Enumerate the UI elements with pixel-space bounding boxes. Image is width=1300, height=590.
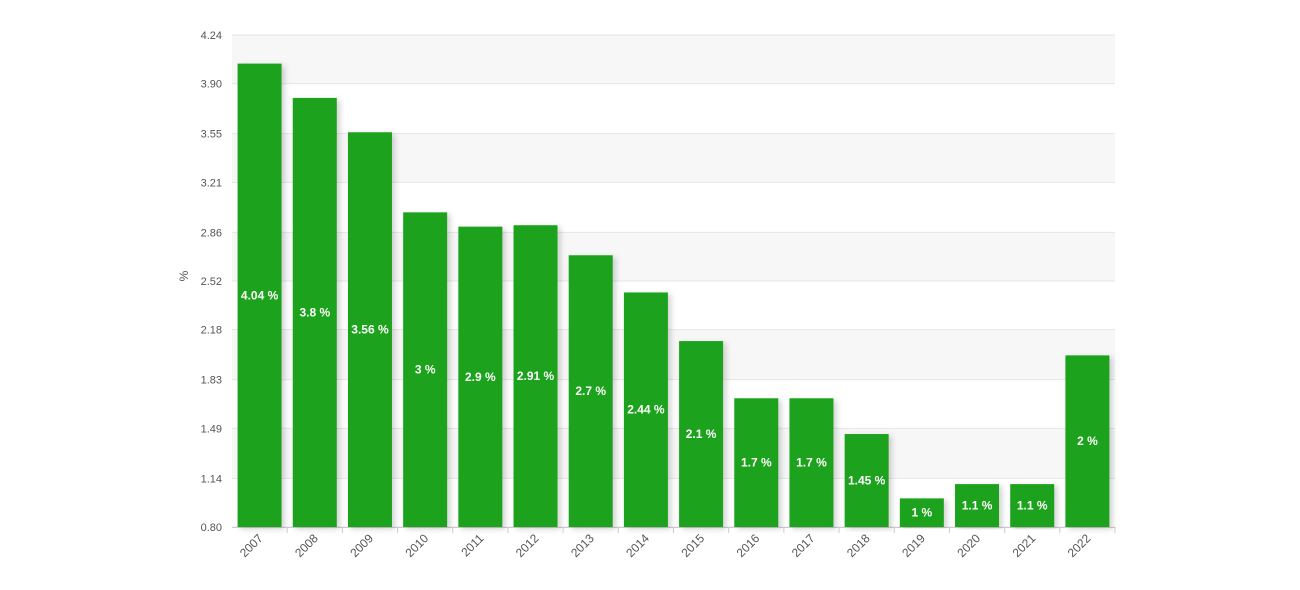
bar-2016 — [734, 398, 779, 527]
y-tick-label: 2.18 — [201, 325, 222, 337]
bars — [237, 63, 1110, 528]
data-label-2015: 2.1 % — [686, 427, 717, 441]
x-tick-label: 2013 — [568, 531, 597, 560]
y-tick-label: 4.24 — [201, 30, 222, 42]
x-tick-label: 2008 — [292, 531, 321, 560]
y-tick-label: 3.21 — [201, 177, 222, 189]
x-tick-label: 2015 — [678, 531, 707, 560]
x-tick-label: 2018 — [844, 531, 873, 560]
y-tick-label: 2.86 — [201, 227, 222, 239]
x-tick-label: 2010 — [402, 531, 431, 560]
y-tick-label: 0.80 — [201, 522, 222, 534]
x-tick-label: 2011 — [458, 531, 486, 559]
x-axis: 2007 2008 2009 2010 2011 2012 2013 2014 2015 2016… — [237, 527, 1116, 560]
data-label-2010: 3 % — [415, 363, 436, 377]
data-labels: 4.04 % 3.8 % 3.56 % 3 % 2.9 % 2.91 % 2.7 % 2.44… — [241, 288, 1098, 519]
data-label-2013: 2.7 % — [575, 384, 606, 398]
y-tick-label: 1.49 — [201, 423, 222, 435]
x-tick-label: 2021 — [1010, 531, 1039, 560]
bar-2019 — [899, 498, 944, 527]
x-tick-label: 2007 — [237, 531, 266, 560]
data-label-2007: 4.04 % — [241, 288, 279, 302]
x-tick-label: 2017 — [789, 531, 818, 560]
x-tick-label: 2014 — [623, 531, 652, 560]
data-label-2014: 2.44 % — [627, 403, 665, 417]
bar-2013 — [568, 255, 613, 528]
bar-2018 — [844, 434, 889, 527]
bar-2011 — [458, 226, 503, 527]
data-label-2008: 3.8 % — [299, 305, 330, 319]
data-label-2020: 1.1 % — [962, 499, 993, 513]
y-axis: 0.80 1.14 1.49 1.83 2.18 2.52 2.86 3.21 3.55 3.90… — [201, 30, 222, 534]
y-tick-label: 1.83 — [201, 375, 222, 387]
bar-2009 — [347, 132, 392, 528]
data-label-2019: 1 % — [912, 506, 933, 520]
bar-2017 — [789, 398, 834, 527]
y-tick-label: 3.90 — [201, 79, 222, 91]
x-tick-label: 2012 — [513, 531, 542, 560]
plot-bands — [232, 35, 1115, 479]
plot-band — [232, 35, 1115, 84]
x-tick-label: 2019 — [899, 531, 928, 560]
y-axis-title: % — [177, 270, 191, 281]
bar-2007 — [237, 63, 282, 528]
data-label-2017: 1.7 % — [796, 456, 827, 470]
bar-2020 — [955, 484, 1000, 527]
y-tick-label: 2.52 — [201, 276, 222, 288]
x-tick-label: 2022 — [1065, 531, 1094, 560]
x-tick-label: 2016 — [734, 531, 763, 560]
data-label-2021: 1.1 % — [1017, 499, 1048, 513]
data-label-2018: 1.45 % — [848, 474, 886, 488]
y-tick-label: 3.55 — [201, 129, 222, 141]
bar-2015 — [679, 341, 724, 527]
x-tick-label: 2020 — [954, 531, 983, 560]
bar-2010 — [403, 212, 448, 528]
y-tick-label: 1.14 — [201, 473, 222, 485]
data-label-2016: 1.7 % — [741, 456, 772, 470]
data-label-2012: 2.91 % — [517, 369, 555, 383]
data-label-2022: 2 % — [1077, 434, 1098, 448]
bar-2012 — [513, 225, 558, 527]
bar-2008 — [292, 97, 337, 527]
data-label-2009: 3.56 % — [351, 323, 389, 337]
bar-2014 — [623, 292, 668, 527]
bar-2022 — [1065, 355, 1110, 527]
bar-2021 — [1010, 484, 1055, 527]
x-tick-label: 2009 — [347, 531, 376, 560]
data-label-2011: 2.9 % — [465, 370, 496, 384]
